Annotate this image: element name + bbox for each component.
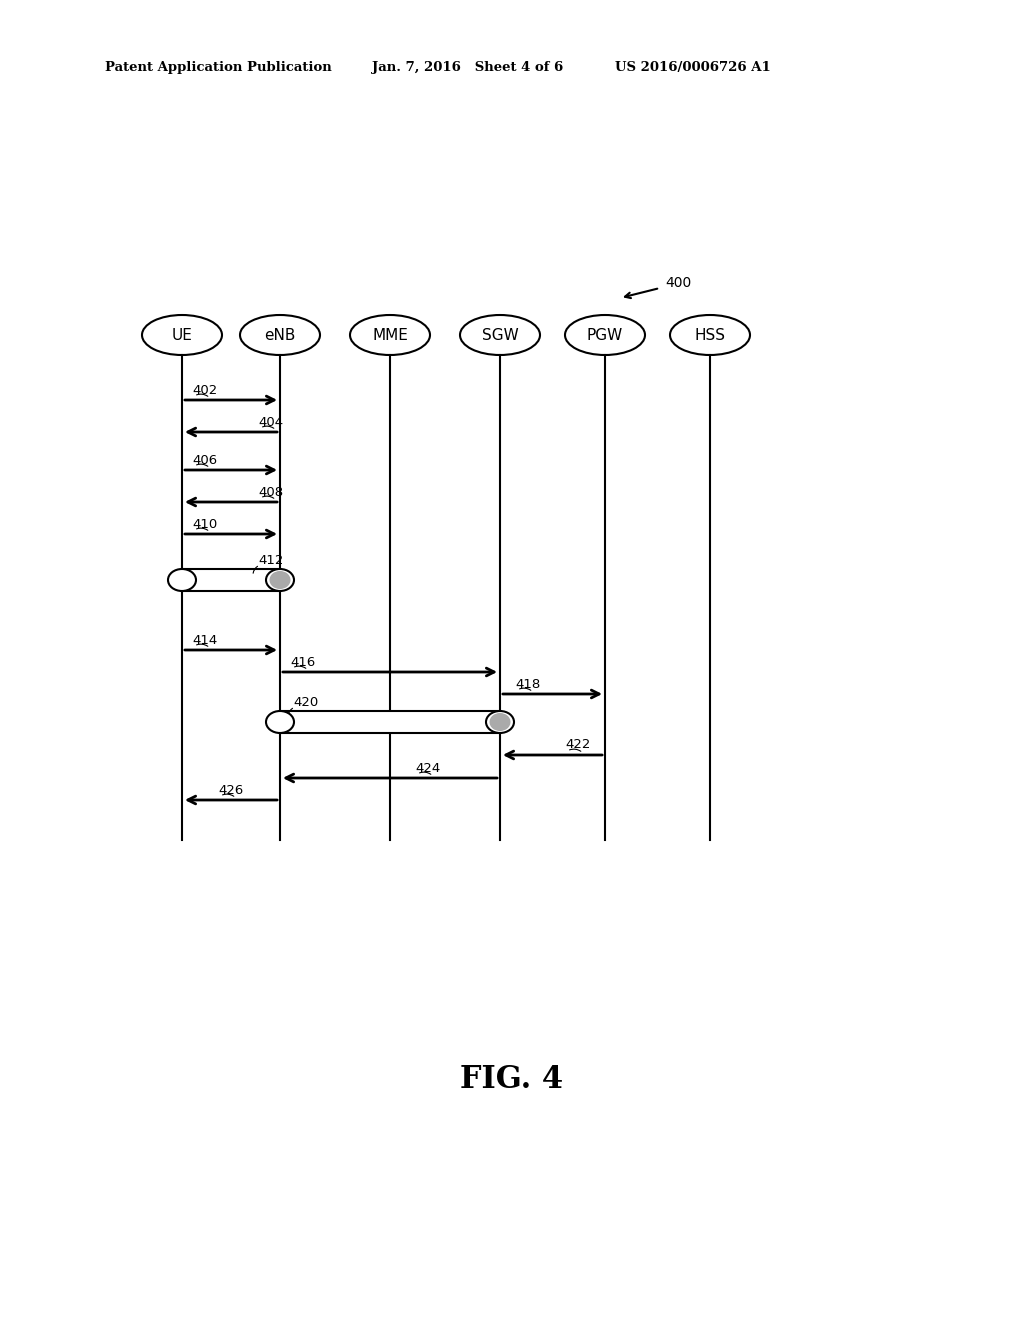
Text: MME: MME: [372, 327, 408, 342]
Text: 426: 426: [218, 784, 244, 796]
Text: 424: 424: [415, 762, 440, 775]
Text: 418: 418: [515, 677, 541, 690]
Ellipse shape: [489, 713, 511, 731]
Ellipse shape: [266, 569, 294, 591]
Ellipse shape: [266, 711, 294, 733]
Text: HSS: HSS: [694, 327, 725, 342]
Text: 410: 410: [193, 517, 217, 531]
Text: UE: UE: [172, 327, 193, 342]
Ellipse shape: [168, 569, 196, 591]
Text: 402: 402: [193, 384, 217, 396]
Text: eNB: eNB: [264, 327, 296, 342]
Text: PGW: PGW: [587, 327, 624, 342]
Text: 408: 408: [258, 486, 283, 499]
Ellipse shape: [486, 711, 514, 733]
Text: 412: 412: [258, 553, 284, 566]
Text: 404: 404: [258, 416, 283, 429]
Bar: [280, 711, 500, 733]
Text: 400: 400: [665, 276, 691, 290]
Text: 416: 416: [290, 656, 315, 668]
Bar: [182, 569, 280, 591]
Text: SGW: SGW: [481, 327, 518, 342]
Text: Jan. 7, 2016   Sheet 4 of 6: Jan. 7, 2016 Sheet 4 of 6: [372, 62, 563, 74]
Ellipse shape: [269, 572, 291, 589]
Text: 414: 414: [193, 634, 217, 647]
Text: Patent Application Publication: Patent Application Publication: [105, 62, 332, 74]
Text: 406: 406: [193, 454, 217, 466]
Text: 422: 422: [565, 738, 591, 751]
Text: US 2016/0006726 A1: US 2016/0006726 A1: [615, 62, 771, 74]
Text: FIG. 4: FIG. 4: [461, 1064, 563, 1096]
Text: 420: 420: [293, 696, 318, 709]
